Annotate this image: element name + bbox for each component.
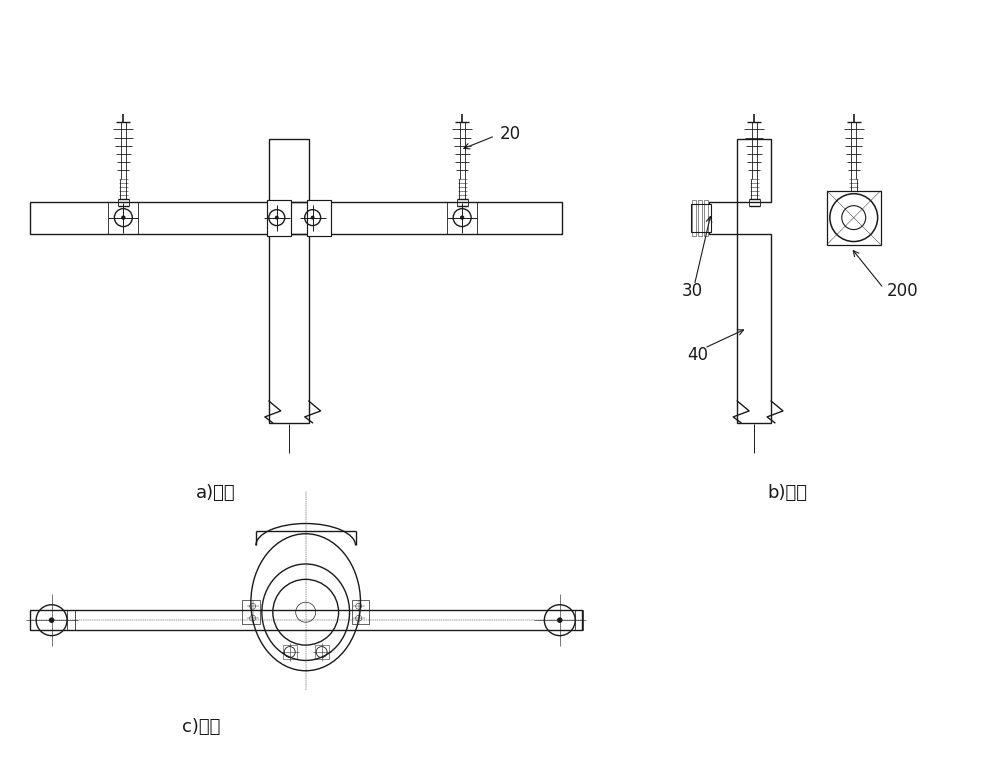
Circle shape [121,215,126,220]
Bar [704,200,708,236]
Bar [269,139,309,202]
Text: a)正视: a)正视 [196,484,236,502]
Bar [692,200,696,236]
Circle shape [275,215,279,219]
Bar [737,139,771,202]
Bar [737,233,771,423]
Text: 200: 200 [887,283,918,301]
Circle shape [460,215,464,220]
Bar [698,200,702,236]
Bar [267,200,291,236]
Bar [269,233,309,423]
Text: 40: 40 [687,346,708,364]
Bar [575,610,583,630]
Bar [352,601,369,624]
Bar [709,202,737,233]
Text: c)俦视: c)俦视 [182,718,220,736]
Bar [307,200,331,236]
Bar [30,202,562,233]
Bar [242,601,260,624]
Bar [827,191,881,244]
Circle shape [311,215,315,219]
Bar [30,610,582,630]
Bar [67,610,75,630]
Bar [315,645,329,659]
Circle shape [557,618,563,623]
Bar [447,202,477,233]
Bar [837,202,871,233]
Text: 30: 30 [681,283,702,301]
Bar [108,202,138,233]
Circle shape [49,618,54,623]
Bar [283,645,297,659]
Text: 20: 20 [500,125,521,143]
Text: b)侧视: b)侧视 [767,484,807,502]
Bar [691,204,711,232]
